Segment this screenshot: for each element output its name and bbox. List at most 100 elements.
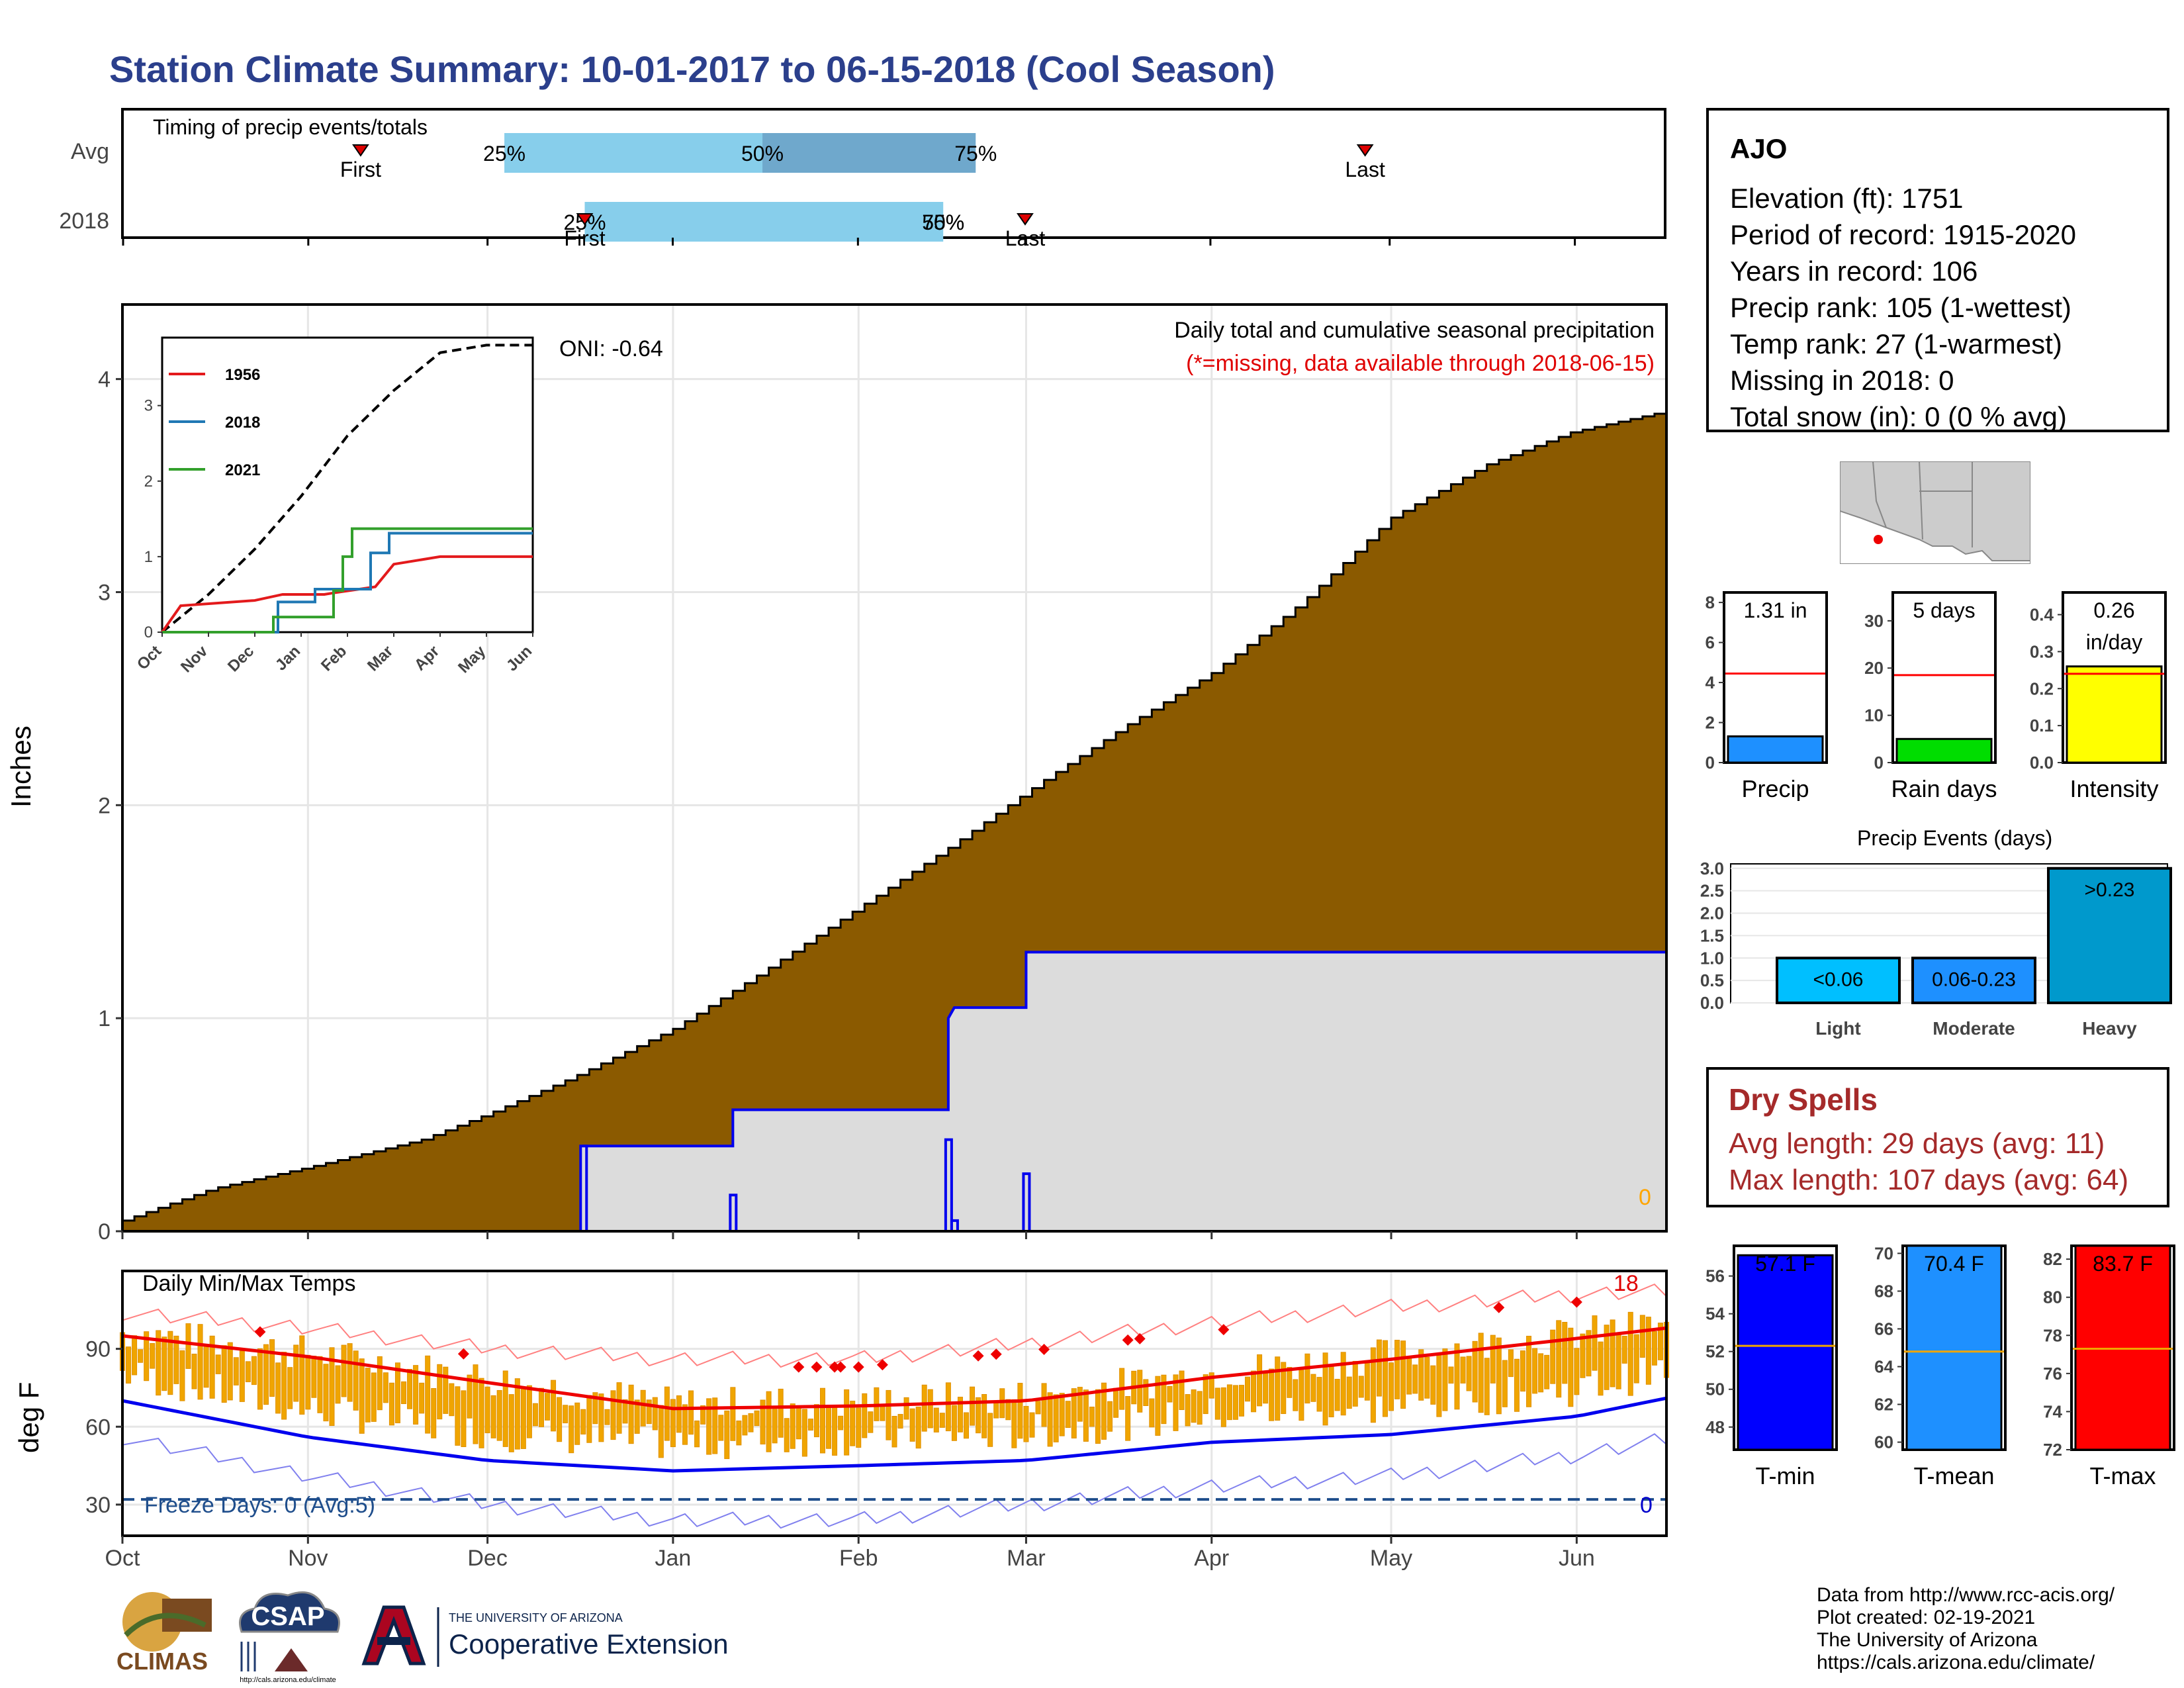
daily-temp-bar: [718, 1415, 724, 1441]
station-period: Period of record: 1915-2020: [1730, 219, 2077, 250]
main-annotation-title: Daily total and cumulative seasonal prec…: [1174, 318, 1655, 343]
mini-ytick-label-T-max: 82: [2043, 1249, 2062, 1269]
month-label-mar: Mar: [1007, 1546, 1046, 1571]
daily-temp-bar: [951, 1405, 957, 1441]
events-xlabel-heavy: Heavy: [2082, 1018, 2137, 1039]
record-high-marker-0: [254, 1326, 266, 1338]
daily-temp-bar: [126, 1346, 132, 1384]
mini-ytick-label-Rain days: 20: [1864, 658, 1884, 678]
timing-row-2018: 2018: [59, 209, 109, 234]
daily-temp-bar: [1251, 1370, 1257, 1413]
station-missing: Missing in 2018: 0: [1730, 365, 1954, 396]
timing-pct-Avg-0: 25%: [483, 142, 525, 165]
daily-temp-bar: [569, 1405, 574, 1454]
daily-temp-bar: [748, 1413, 754, 1432]
daily-temp-bar: [778, 1388, 784, 1438]
mini-bar-T-mean: [1905, 1244, 2003, 1451]
mini-ytick-label-Intensity: 0.4: [2030, 605, 2054, 625]
credit-university: The University of Arizona: [1817, 1629, 2038, 1651]
month-label-oct: Oct: [105, 1546, 140, 1571]
timing-marker-label-Avg-0: First: [340, 158, 381, 181]
daily-temp-bar: [1185, 1394, 1191, 1427]
daily-temp-bar: [760, 1399, 766, 1445]
daily-temp-bar: [1460, 1356, 1466, 1383]
daily-temp-bar: [844, 1389, 850, 1456]
inset-xtick-label: Nov: [177, 642, 212, 677]
daily-temp-bar: [1598, 1341, 1604, 1396]
mini-xlabel-Precip: Precip: [1741, 775, 1809, 801]
mini-ytick-label-Intensity: 0.3: [2030, 641, 2054, 661]
daily-temp-bar: [868, 1411, 874, 1433]
daily-temp-bar: [819, 1387, 825, 1454]
daily-temp-bar: [921, 1384, 927, 1432]
daily-temp-bar: [239, 1350, 245, 1402]
daily-temp-bar: [413, 1365, 419, 1425]
daily-temp-bar: [682, 1404, 688, 1445]
inset-chart: 1956 2018 2021 0 1 2 3 Oct Nov Dec Jan Feb Mar Apr May…: [134, 336, 535, 677]
record-min-line: [122, 1433, 1667, 1529]
mini-ytick-label-Precip: 0: [1706, 753, 1715, 773]
station-location-marker: [1874, 535, 1883, 544]
daily-temp-bar: [263, 1344, 269, 1405]
timing-pct-2018-2: 75%: [922, 211, 964, 234]
daily-temp-bar: [1490, 1335, 1496, 1383]
record-high-marker-4: [829, 1361, 841, 1373]
inset-xtick-label: Oct: [134, 642, 165, 673]
daily-temp-bar: [1149, 1398, 1155, 1428]
timing-marker-2018-1: [1017, 213, 1034, 226]
daily-temp-bar: [557, 1397, 563, 1442]
inset-ytick-label: 1: [144, 548, 153, 566]
inset-xtick-label: Apr: [411, 642, 443, 674]
events-ytick-label: 3.0: [1700, 859, 1724, 878]
daily-temp-bar: [670, 1399, 676, 1448]
temp-ylabel: deg F: [13, 1382, 44, 1453]
daily-temp-bar: [1394, 1340, 1400, 1399]
daily-temp-bar: [1538, 1353, 1544, 1393]
daily-temp-bar: [1627, 1311, 1633, 1396]
daily-temp-bar: [1562, 1321, 1568, 1384]
dry-spells-panel: Dry Spells Avg length: 29 days (avg: 11)…: [1706, 1067, 2169, 1207]
daily-temp-bar: [807, 1419, 813, 1431]
daily-temp-bar: [1316, 1377, 1322, 1412]
temp-title: Daily Min/Max Temps: [142, 1271, 356, 1296]
daily-temp-bar: [1053, 1394, 1059, 1442]
daily-temp-bar: [987, 1413, 993, 1447]
daily-temp-bar: [1442, 1348, 1448, 1411]
daily-temp-bar: [1167, 1385, 1173, 1403]
daily-temp-bar: [508, 1394, 514, 1452]
daily-temp-bar: [1095, 1389, 1101, 1444]
csap-text: CSAP: [251, 1602, 324, 1631]
daily-temp-bar: [724, 1410, 730, 1460]
inset-legend-label-2018: 2018: [225, 414, 260, 432]
ua-small-text: THE UNIVERSITY OF ARIZONA: [449, 1611, 623, 1624]
daily-temp-bar: [1502, 1360, 1508, 1407]
daily-temp-bar: [161, 1336, 167, 1391]
daily-temp-bar: [891, 1415, 897, 1448]
station-years: Years in record: 106: [1730, 256, 1978, 287]
daily-temp-bar: [1370, 1347, 1376, 1423]
temp-summary: 48 50 52 54 56 57.1 F T-min 60 62 64 66 68 70 70.4 F T…: [1681, 1238, 2184, 1516]
timing-row-avg: Avg: [71, 139, 109, 164]
record-high-marker-7: [876, 1359, 888, 1371]
daily-temp-bar: [1651, 1331, 1657, 1366]
daily-temp-bar: [640, 1389, 646, 1427]
daily-temp-bar: [1430, 1365, 1436, 1405]
daily-temp-bar: [1376, 1339, 1382, 1397]
daily-temp-bar: [1047, 1392, 1053, 1447]
daily-temp-bar: [1328, 1365, 1334, 1417]
timing-marker-Avg-1: [1356, 144, 1374, 157]
timing-marker-2018-0: [576, 213, 594, 226]
mini-ytick-label-T-min: 56: [1706, 1266, 1725, 1286]
main-ytick-label: 3: [98, 580, 111, 605]
timing-marker-label-Avg-1: Last: [1345, 158, 1385, 181]
daily-temp-bar: [1173, 1374, 1179, 1431]
daily-temp-bar: [538, 1387, 544, 1427]
inset-legend-label-2021: 2021: [225, 461, 260, 479]
temp-chart: 30 60 90: [85, 1270, 1669, 1544]
daily-temp-bar: [401, 1381, 407, 1405]
daily-temp-bar: [305, 1354, 311, 1410]
daily-temp-bar: [1101, 1382, 1107, 1440]
daily-temp-bar: [138, 1349, 144, 1363]
record-high-marker-3: [811, 1361, 823, 1373]
climas-text: CLIMAS: [116, 1648, 208, 1675]
